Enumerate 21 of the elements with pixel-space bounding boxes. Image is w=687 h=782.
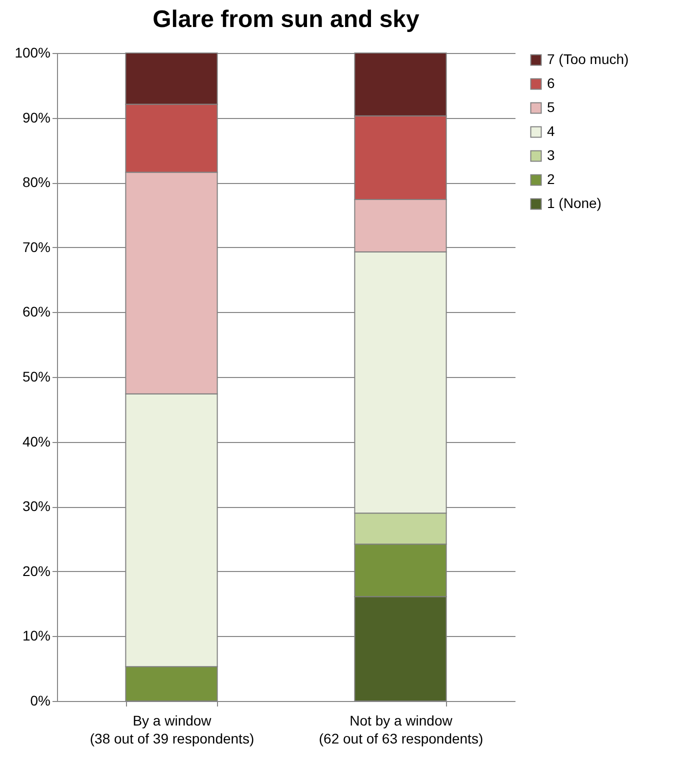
legend-label: 6 — [547, 75, 555, 91]
y-tick-label: 90% — [22, 109, 50, 126]
y-tick-label: 100% — [14, 44, 50, 60]
y-tick-label: 30% — [22, 498, 50, 514]
y-tick-label: 10% — [22, 628, 50, 644]
legend-label: 3 — [547, 147, 555, 163]
y-tick-label: 70% — [22, 238, 50, 255]
x-tick-label: Not by a window (62 out of 63 respondents) — [318, 712, 484, 746]
legend-label: 7 (Too much) — [547, 51, 629, 67]
y-tick-label: 40% — [22, 433, 50, 450]
x-tick-label: By a window (38 out of 39 respondents) — [90, 712, 254, 746]
y-tick-label: 20% — [22, 562, 50, 579]
legend-label: 1 (None) — [547, 195, 602, 211]
y-tick-label: 0% — [30, 692, 50, 708]
y-tick-label: 50% — [22, 368, 50, 384]
chart-title: Glare from sun and sky — [152, 6, 420, 33]
legend-label: 2 — [547, 171, 555, 187]
legend-label: 5 — [547, 99, 555, 115]
y-tick-label: 80% — [22, 174, 50, 190]
legend-label: 4 — [547, 123, 555, 139]
y-tick-label: 60% — [22, 304, 50, 320]
